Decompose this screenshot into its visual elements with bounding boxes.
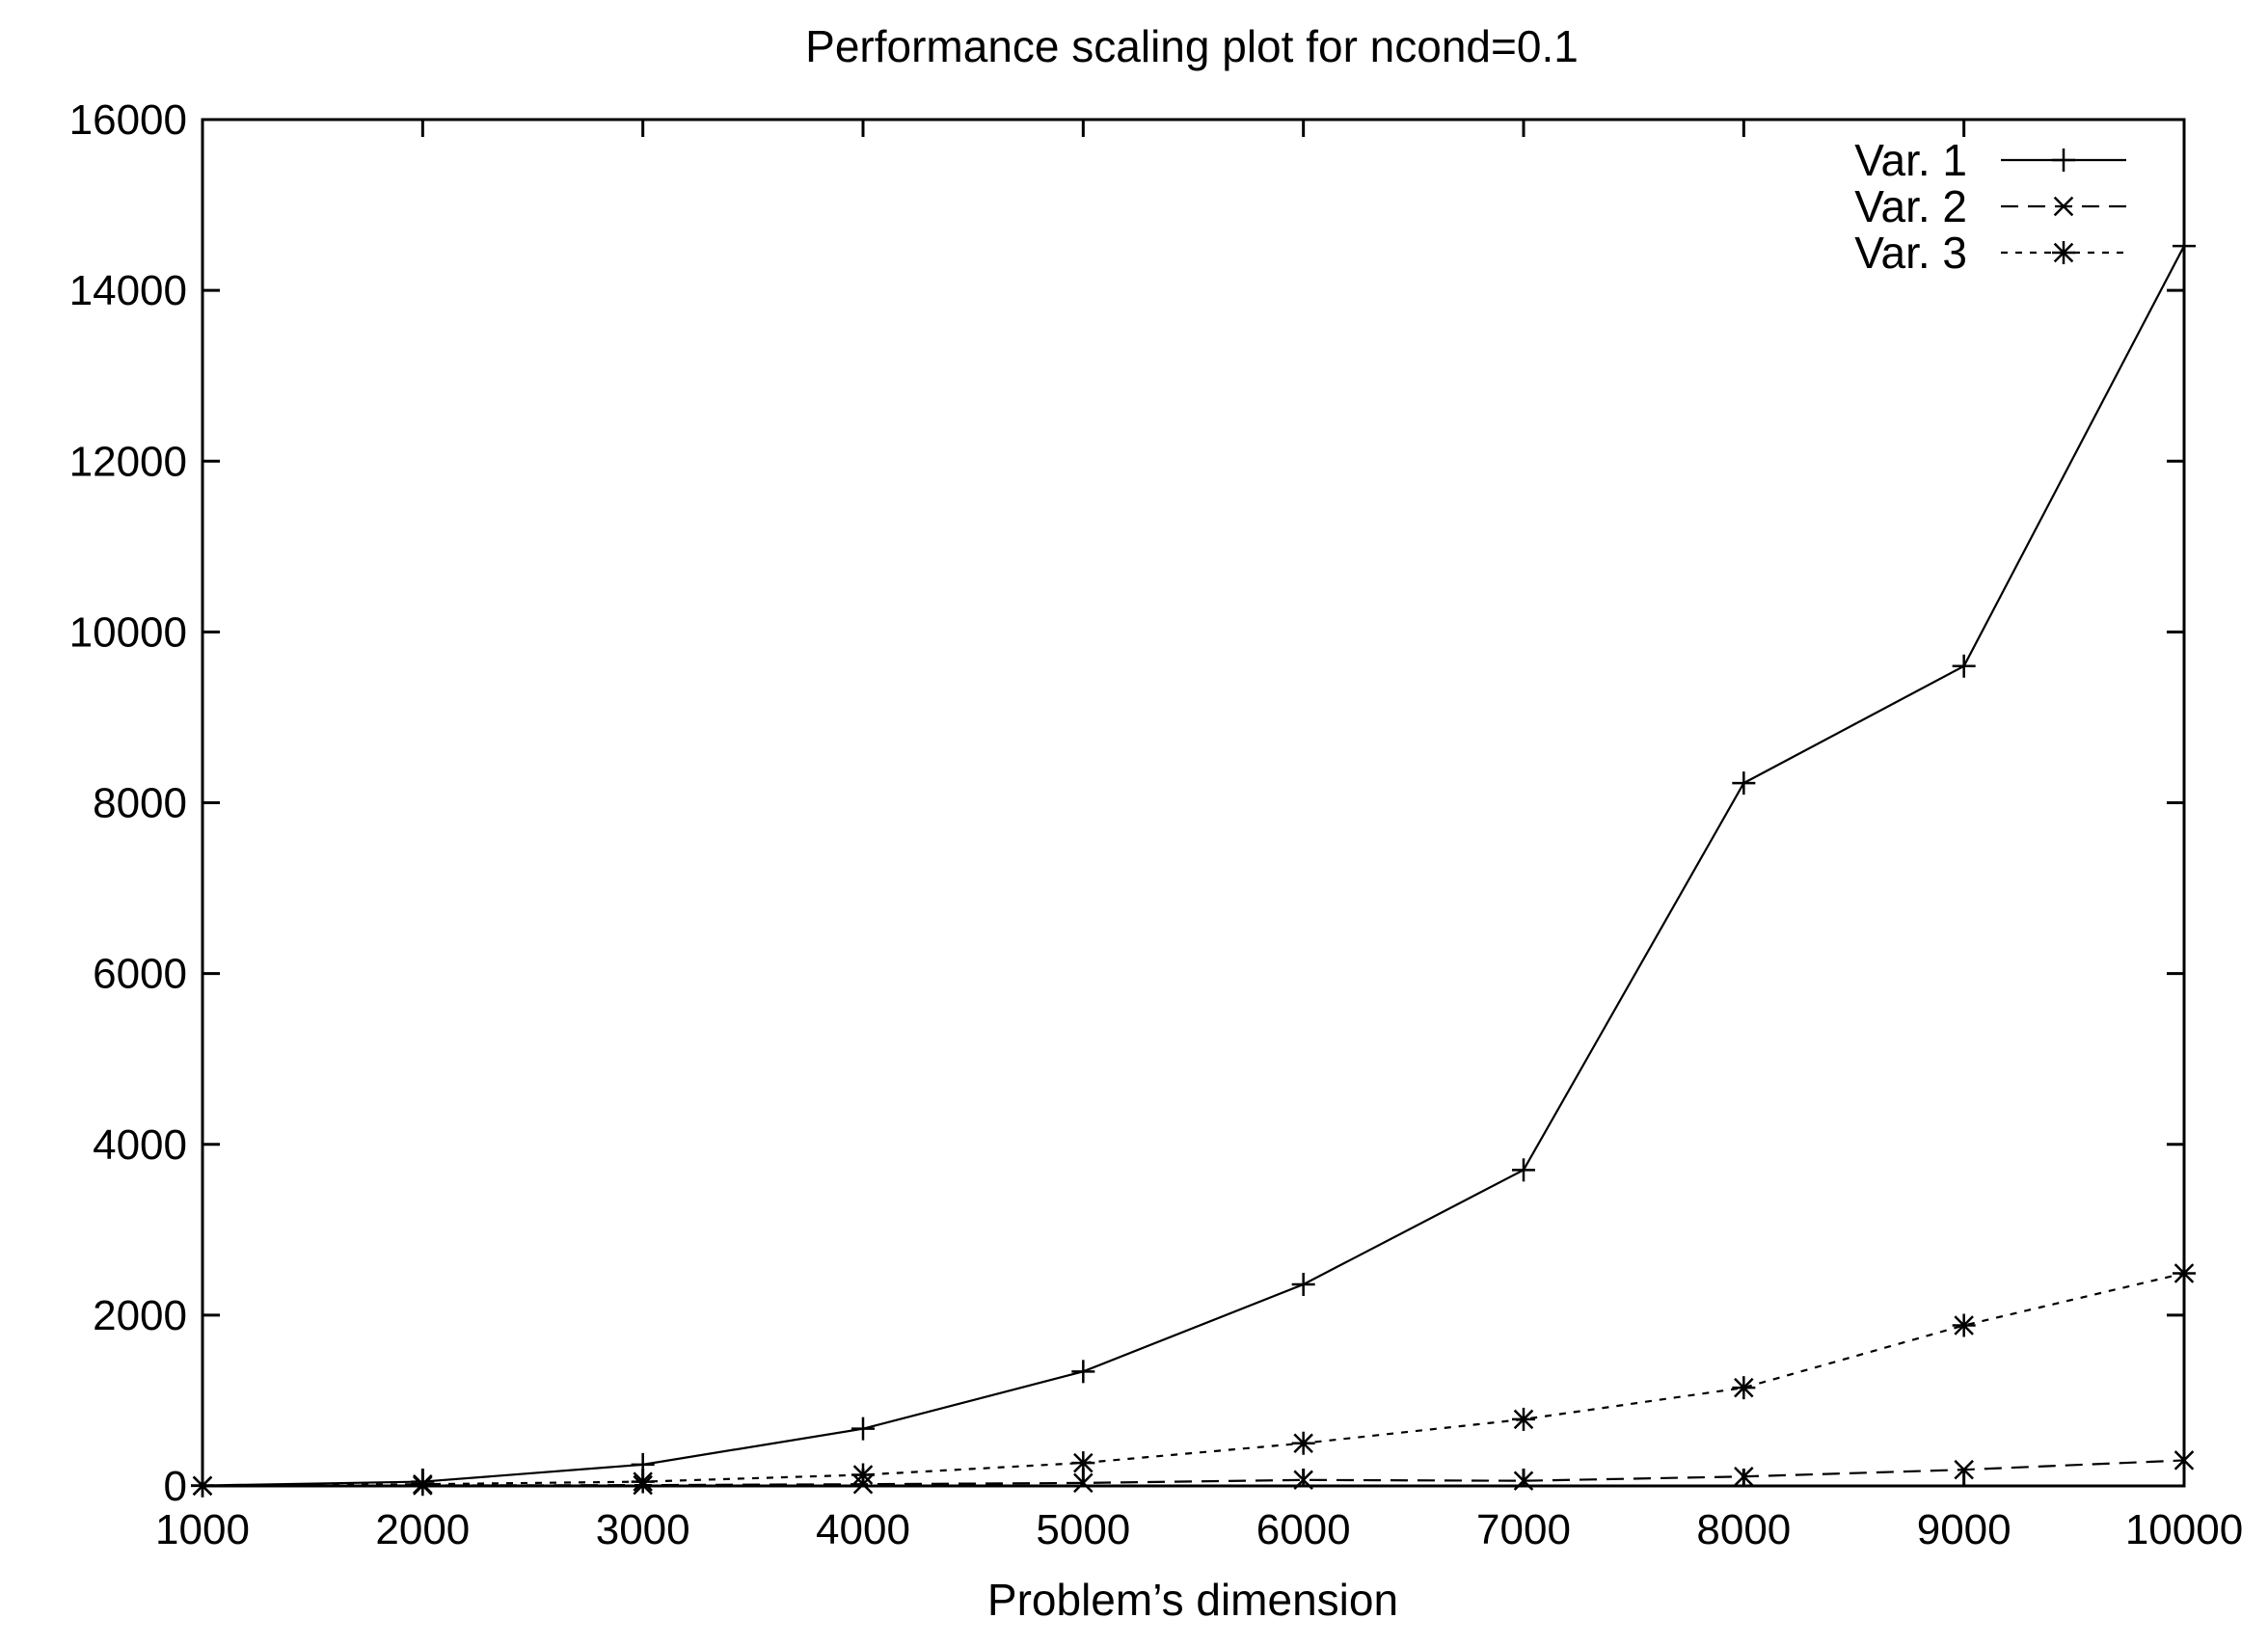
data-point-var-3 <box>631 1470 655 1494</box>
data-point-var-3 <box>1071 1451 1095 1475</box>
legend-label-var-2: Var. 2 <box>1854 181 1967 231</box>
legend-label-var-1: Var. 1 <box>1854 135 1967 185</box>
series-line-var-1 <box>202 245 2185 1487</box>
data-point-var-2 <box>1293 1470 1313 1491</box>
y-tick-label: 8000 <box>93 780 187 827</box>
chart-title: Performance scaling plot for ncond=0.1 <box>805 21 1579 71</box>
x-tick-label: 2000 <box>375 1506 470 1553</box>
data-point-var-3 <box>851 1463 875 1487</box>
y-tick-label: 10000 <box>69 608 187 656</box>
y-tick-label: 4000 <box>93 1121 187 1169</box>
x-tick-label: 5000 <box>1036 1506 1130 1553</box>
data-point-var-3 <box>1512 1407 1535 1431</box>
legend-marker-var-2 <box>2053 196 2074 217</box>
data-point-var-1 <box>1291 1272 1315 1296</box>
x-axis: 1000 2000 3000 4000 5000 6000 7000 8000 9000 1000… <box>155 120 2243 1553</box>
x-tick-label: 8000 <box>1696 1506 1791 1553</box>
data-point-var-2 <box>1954 1459 1974 1480</box>
y-tick-label: 0 <box>164 1463 187 1510</box>
data-point-var-3 <box>191 1473 214 1498</box>
data-point-var-2 <box>2174 1450 2195 1471</box>
x-tick-label: 7000 <box>1476 1506 1571 1553</box>
data-point-var-2 <box>1513 1471 1534 1491</box>
y-tick-label: 6000 <box>93 951 187 998</box>
y-tick-label: 2000 <box>93 1292 187 1339</box>
x-tick-label: 6000 <box>1256 1506 1351 1553</box>
y-axis: 0 2000 4000 6000 8000 10000 12000 14000 16000 <box>69 96 2184 1510</box>
x-tick-label: 4000 <box>816 1506 910 1553</box>
data-point-var-1 <box>851 1417 875 1441</box>
series-layer <box>191 234 2196 1498</box>
x-tick-label: 10000 <box>2125 1506 2243 1553</box>
data-point-var-2 <box>1734 1467 1754 1487</box>
data-point-var-1 <box>1071 1360 1095 1384</box>
x-axis-title: Problem’s dimension <box>987 1575 1398 1625</box>
y-tick-label: 14000 <box>69 267 187 314</box>
legend-label-var-3: Var. 3 <box>1854 228 1967 278</box>
data-point-var-1 <box>2173 234 2196 258</box>
y-tick-label: 16000 <box>69 96 187 144</box>
data-point-var-1 <box>1512 1158 1535 1182</box>
y-tick-label: 12000 <box>69 438 187 485</box>
data-point-var-3 <box>1732 1376 1756 1400</box>
data-point-var-3 <box>1291 1431 1315 1455</box>
x-tick-label: 1000 <box>155 1506 250 1553</box>
legend-marker-var-3 <box>2052 241 2075 264</box>
data-point-var-3 <box>1952 1313 1976 1337</box>
series-line-var-2 <box>202 1459 2185 1488</box>
data-point-var-2 <box>1073 1472 1094 1494</box>
x-tick-label: 3000 <box>596 1506 690 1553</box>
data-point-var-1 <box>1952 654 1976 678</box>
data-point-var-3 <box>411 1472 435 1497</box>
data-point-var-1 <box>1732 771 1756 796</box>
x-tick-label: 9000 <box>1917 1506 2012 1553</box>
data-point-var-3 <box>2173 1261 2196 1285</box>
legend-marker-var-1 <box>2052 148 2075 172</box>
